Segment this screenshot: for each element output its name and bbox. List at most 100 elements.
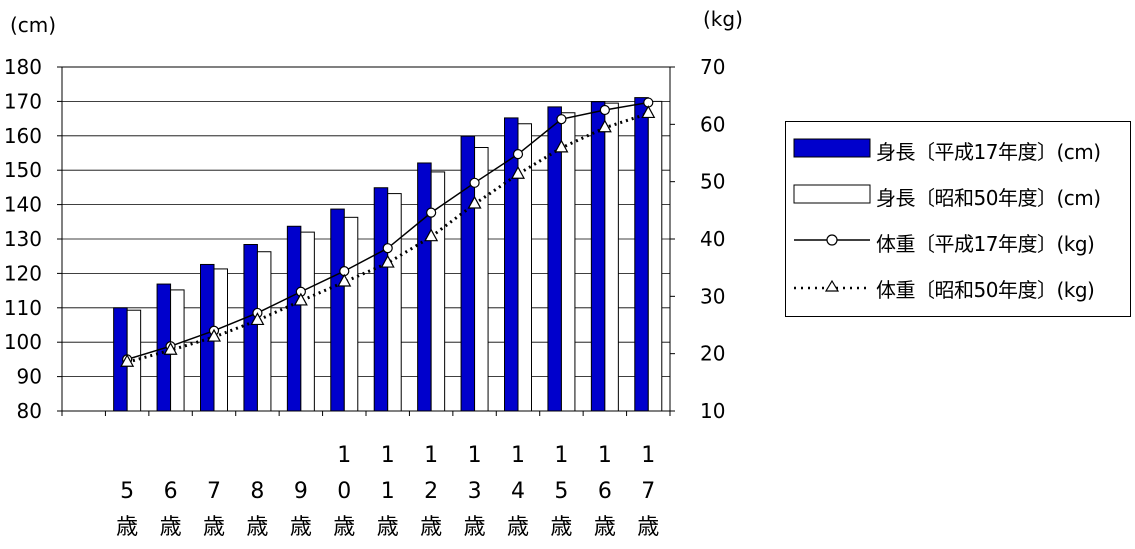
x-label-digit: 9	[294, 479, 308, 504]
x-label-digit: 2	[424, 479, 438, 504]
bar-height-h17	[590, 101, 606, 412]
legend-item-weight-s50: 体重〔昭和50年度〕(kg)	[786, 272, 1130, 302]
legend-swatch-white-bar	[793, 184, 871, 204]
bar-height-h17	[330, 208, 345, 412]
x-label-suffix: 歳	[507, 515, 529, 540]
bar-height-h17	[460, 135, 476, 412]
x-category-label: 6歳	[160, 479, 182, 540]
x-label-digit: 7	[207, 479, 221, 504]
x-label-suffix: 歳	[203, 515, 225, 540]
left-tick-label: 180	[4, 55, 42, 79]
x-label-suffix: 歳	[246, 515, 268, 540]
legend-item-height-h17: 身長〔平成17年度〕(cm)	[786, 134, 1130, 164]
point-weight-h17	[556, 114, 567, 125]
x-label-digit: 1	[381, 479, 395, 504]
x-label-digit: 3	[468, 479, 482, 504]
point-weight-s50	[424, 228, 439, 242]
legend-item-weight-h17: 体重〔平成17年度〕(kg)	[786, 226, 1130, 256]
point-weight-s50	[120, 354, 135, 367]
x-label-suffix: 歳	[377, 515, 399, 540]
bar-height-s50	[387, 193, 402, 412]
legend-swatch-blue-bar	[793, 138, 871, 158]
x-label-digit: 1	[554, 443, 568, 468]
x-label-digit: 5	[554, 479, 568, 504]
gridlines	[61, 66, 671, 412]
bar-height-h17	[417, 162, 432, 412]
point-weight-h17	[426, 207, 437, 218]
legend-label: 体重〔平成17年度〕(kg)	[876, 232, 1095, 256]
x-category-label: 1 3 歳	[464, 443, 486, 540]
x-label-suffix: 歳	[160, 515, 182, 540]
left-tick-label: 120	[4, 261, 42, 285]
right-tick-label: 40	[700, 227, 725, 251]
right-tick-label: 60	[700, 112, 725, 136]
x-label-digit: 7	[641, 479, 655, 504]
x-label-digit: 6	[598, 479, 612, 504]
left-tick-label: 150	[4, 158, 42, 182]
x-label-digit: 1	[424, 443, 438, 468]
x-label-suffix: 歳	[420, 515, 442, 540]
legend-item-height-s50: 身長〔昭和50年度〕(cm)	[786, 180, 1130, 210]
right-axis-unit: (kg)	[703, 7, 743, 31]
bar-height-s50	[430, 171, 446, 412]
right-tick-label: 50	[700, 170, 725, 194]
left-tick-label: 100	[4, 330, 42, 354]
x-label-suffix: 歳	[550, 515, 572, 540]
left-tick-label: 80	[17, 399, 42, 423]
legend: 身長〔平成17年度〕(cm) 身長〔昭和50年度〕(cm) 体重〔平成17年度〕…	[785, 121, 1131, 317]
bar-height-h17	[547, 106, 562, 412]
x-label-digit: 5	[120, 479, 134, 504]
x-label-digit: 8	[250, 479, 264, 504]
x-category-label: 1 6 歳	[594, 443, 616, 540]
point-weight-h17	[599, 104, 610, 116]
point-weight-s50	[380, 254, 395, 268]
point-weight-s50	[163, 341, 178, 355]
x-label-suffix: 歳	[333, 515, 355, 540]
legend-label: 身長〔平成17年度〕(cm)	[876, 140, 1101, 164]
point-weight-s50	[597, 119, 612, 133]
x-label-digit: 1	[337, 443, 351, 468]
right-tick-label: 70	[700, 55, 725, 79]
legend-triangle-marker-icon	[794, 279, 870, 292]
x-category-label: 1 7 歳	[637, 443, 659, 540]
x-label-suffix: 歳	[464, 515, 486, 540]
point-weight-s50	[554, 139, 569, 153]
x-category-label: 1 4 歳	[507, 443, 529, 540]
legend-circle-marker-icon	[794, 234, 870, 246]
point-weight-h17	[512, 149, 524, 160]
x-category-label: 7歳	[203, 479, 225, 540]
right-tick-label: 20	[700, 342, 725, 366]
point-weight-s50	[510, 165, 526, 179]
left-tick-label: 140	[4, 193, 42, 217]
x-label-suffix: 歳	[594, 515, 616, 540]
x-label-digit: 0	[337, 479, 351, 504]
left-tick-label: 90	[17, 365, 42, 389]
x-category-label: 1 0 歳	[333, 443, 355, 540]
left-tick-label: 130	[4, 227, 42, 251]
legend-label: 体重〔昭和50年度〕(kg)	[876, 278, 1095, 302]
left-axis-unit: (cm)	[10, 13, 56, 37]
left-tick-label: 170	[4, 89, 42, 113]
x-label-suffix: 歳	[290, 515, 312, 540]
right-tick-label: 30	[700, 284, 725, 308]
point-weight-s50	[250, 312, 265, 326]
x-label-suffix: 歳	[637, 515, 659, 540]
axes: 8090100110120130140150160170180102030405…	[4, 55, 726, 540]
right-tick-label: 10	[700, 399, 725, 423]
bar-height-s50	[560, 112, 576, 412]
left-tick-label: 160	[4, 124, 42, 148]
bar-height-s50	[256, 251, 272, 412]
x-label-digit: 1	[381, 443, 395, 468]
x-category-label: 9歳	[290, 479, 312, 540]
x-category-label: 1 5 歳	[550, 443, 572, 540]
point-weight-s50	[641, 105, 656, 119]
point-weight-s50	[467, 195, 482, 209]
x-label-digit: 1	[598, 443, 612, 468]
point-weight-s50	[293, 292, 308, 306]
x-label-digit: 4	[511, 479, 525, 504]
bar-height-s50	[647, 100, 663, 412]
bar-height-h17	[373, 187, 389, 412]
bars	[113, 97, 663, 412]
point-weight-s50	[337, 273, 352, 287]
left-tick-label: 110	[4, 296, 42, 320]
